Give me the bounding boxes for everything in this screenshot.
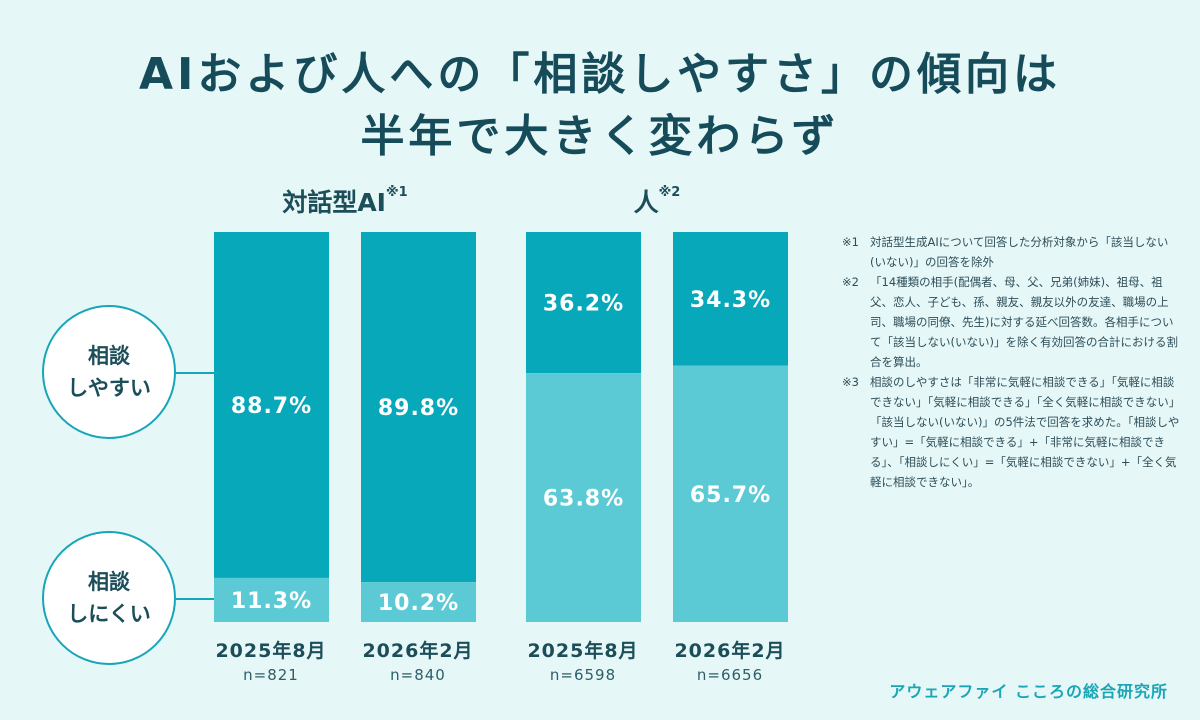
group-label-person: 人※2 [526, 183, 788, 219]
n-label-ai-2025: n=821 [243, 666, 299, 684]
group-label-person-text: 人 [633, 188, 659, 217]
bar-hard-3 [673, 365, 788, 622]
footnote-1-mark: ※1 [842, 235, 859, 249]
x-label-ai-2026: 2026年2月 [362, 640, 474, 662]
legend-connector-hard [176, 598, 214, 600]
footnote-1: ※1 対話型生成AIについて回答した分析対象から「該当しない(いない)」の回答を… [842, 232, 1182, 272]
footnotes: ※1 対話型生成AIについて回答した分析対象から「該当しない(いない)」の回答を… [842, 232, 1182, 492]
legend-hard-line2: しにくい [67, 602, 151, 626]
footnote-2-mark: ※2 [842, 275, 859, 289]
bar-easy-label-0: 88.7% [231, 394, 312, 419]
group-label-ai-note: ※1 [385, 185, 408, 200]
bar-easy-0 [214, 232, 329, 578]
group-label-person-note: ※2 [658, 185, 681, 200]
x-label-person-2026: 2026年2月 [674, 640, 786, 662]
legend-easy-line1: 相談 [88, 344, 130, 368]
legend-hard-line1: 相談 [88, 570, 130, 594]
bar-easy-1 [361, 232, 476, 583]
n-label-person-2026: n=6656 [696, 666, 764, 684]
bar-hard-label-1: 10.2% [378, 591, 459, 616]
bar-hard-label-3: 65.7% [690, 483, 771, 508]
bar-hard-label-0: 11.3% [231, 589, 312, 614]
footnote-3-mark: ※3 [842, 375, 859, 389]
page-title-line-1: AIおよび人への「相談しやすさ」の傾向は [139, 49, 1061, 100]
page-title-line-2: 半年で大きく変わらず [360, 111, 840, 162]
bar-hard-1 [361, 582, 476, 622]
n-label-ai-2026: n=840 [390, 666, 446, 684]
legend-connector-easy [176, 372, 214, 374]
group-label-ai-text: 対話型AI [282, 188, 386, 217]
footnote-3: ※3 相談のしやすさは「非常に気軽に相談できる」「気軽に相談できない」「気軽に相… [842, 372, 1182, 492]
group-label-ai: 対話型AI※1 [214, 183, 476, 219]
n-label-person-2025: n=6598 [549, 666, 617, 684]
bar-easy-2 [526, 232, 641, 374]
footnote-2: ※2 「14種類の相手(配偶者、母、父、兄弟(姉妹)、祖母、祖父、恋人、子ども、… [842, 272, 1182, 372]
x-label-ai-2025: 2025年8月 [215, 640, 327, 662]
bar-hard-label-2: 63.8% [543, 487, 624, 512]
footnote-3-text: 相談のしやすさは「非常に気軽に相談できる」「気軽に相談できない」「気軽に相談でき… [870, 375, 1181, 489]
bar-easy-label-1: 89.8% [378, 396, 459, 421]
x-label-person-2025: 2025年8月 [527, 640, 639, 662]
bar-hard-0 [214, 577, 329, 622]
bar-hard-2 [526, 373, 641, 622]
legend-easy-line2: しやすい [67, 376, 151, 400]
footnote-1-text: 対話型生成AIについて回答した分析対象から「該当しない(いない)」の回答を除外 [870, 235, 1169, 269]
legend-circle-hard: 相談 しにくい [42, 531, 176, 665]
bar-easy-label-3: 34.3% [690, 288, 771, 313]
bar-easy-label-2: 36.2% [543, 292, 624, 317]
bar-easy-3 [673, 232, 788, 366]
brand-label: アウェアファイ こころの総合研究所 [889, 682, 1168, 701]
legend-circle-easy: 相談 しやすい [42, 305, 176, 439]
footnote-2-text: 「14種類の相手(配偶者、母、父、兄弟(姉妹)、祖母、祖父、恋人、子ども、孫、親… [870, 275, 1178, 369]
